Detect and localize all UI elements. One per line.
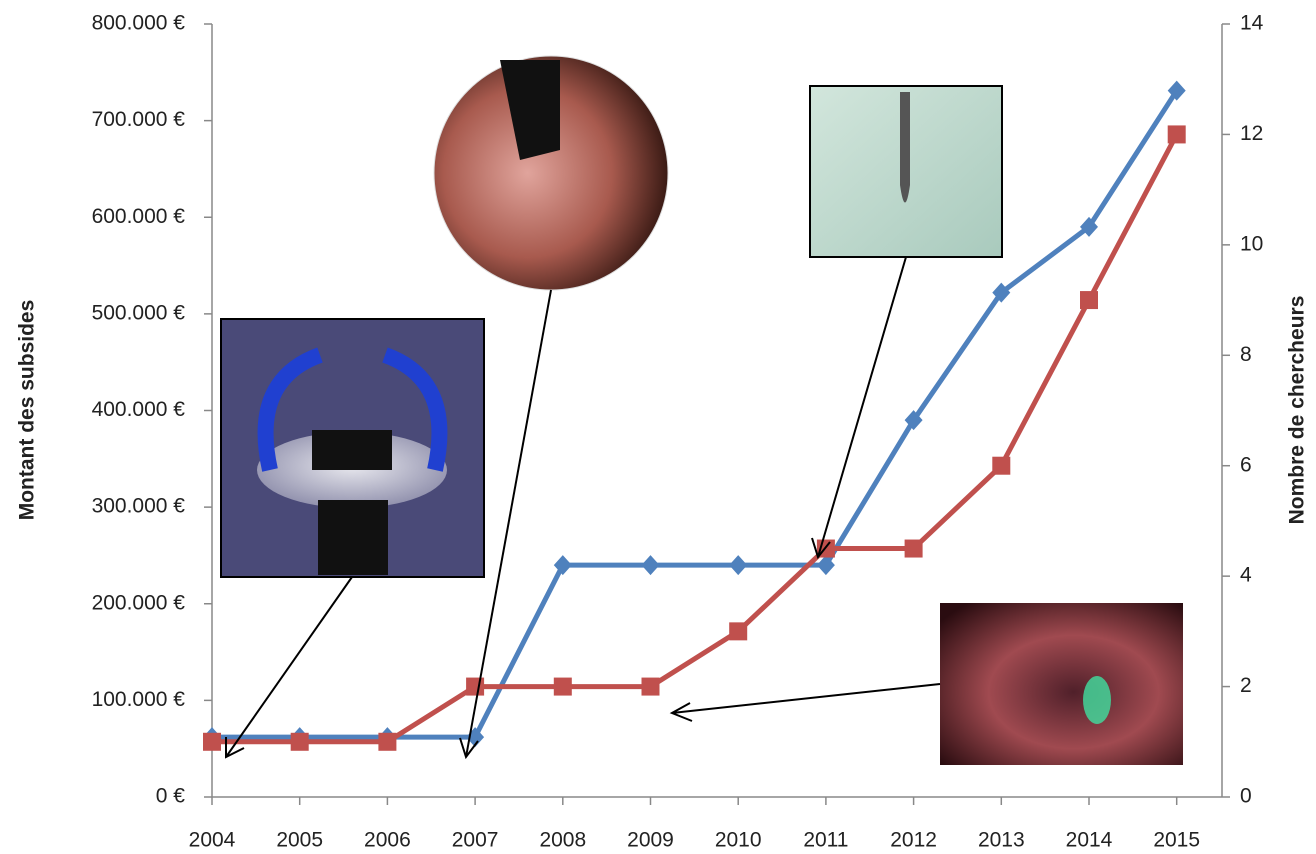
arrow	[225, 576, 353, 758]
device-top	[312, 430, 392, 470]
x-tick-label: 2008	[539, 829, 586, 852]
x-tick-label: 2004	[189, 829, 236, 852]
data-point	[992, 456, 1011, 475]
data-point	[729, 622, 748, 641]
x-tick-label: 2014	[1066, 829, 1113, 852]
y-tick-label: 200.000 €	[92, 591, 186, 614]
y2-axis-title: Nombre de chercheurs	[1286, 296, 1309, 525]
x-tick-label: 2012	[890, 829, 937, 852]
x-tick-label: 2015	[1153, 829, 1200, 852]
device-arms	[257, 347, 448, 472]
y-tick-label: 500.000 €	[92, 301, 186, 324]
series-line	[212, 133, 1179, 745]
y-axis-title: Montant des subsides	[16, 300, 39, 521]
data-point	[1080, 291, 1098, 310]
data-point	[816, 555, 835, 576]
y2-tick-label: 12	[1240, 122, 1263, 145]
data-point	[904, 410, 923, 431]
y-tick-label: 700.000 €	[92, 108, 186, 131]
data-point	[641, 677, 660, 696]
data-point	[290, 732, 309, 751]
y2-tick-label: 2	[1240, 674, 1252, 697]
data-point	[641, 555, 660, 576]
y-tick-label: 600.000 €	[92, 205, 186, 228]
x-tick-label: 2010	[715, 829, 762, 852]
arrow	[465, 289, 552, 758]
arrow-head	[669, 702, 693, 722]
arrow-head	[225, 737, 245, 759]
probe	[900, 92, 910, 203]
y2-tick-label: 6	[1240, 453, 1252, 476]
y2-tick-label: 0	[1240, 785, 1252, 808]
x-tick-label: 2011	[803, 829, 848, 852]
x-tick-label: 2005	[276, 829, 323, 852]
data-point	[553, 677, 572, 696]
y-tick-label: 800.000 €	[92, 12, 186, 35]
x-tick-label: 2013	[978, 829, 1025, 852]
arrow	[671, 683, 941, 714]
data-point	[729, 555, 748, 576]
y2-tick-label: 14	[1240, 12, 1264, 35]
endoscope	[500, 60, 560, 160]
y2-tick-label: 8	[1240, 343, 1252, 366]
marker-glow	[1083, 676, 1111, 724]
y2-tick-label: 4	[1240, 564, 1252, 587]
arrows	[225, 256, 941, 760]
y-tick-label: 0 €	[156, 785, 186, 808]
endoscopy-image	[940, 603, 1183, 765]
y-tick-label: 400.000 €	[92, 398, 186, 421]
data-point	[378, 732, 397, 751]
arrow-head	[459, 737, 479, 760]
data-point	[553, 555, 572, 576]
y-tick-label: 100.000 €	[92, 688, 186, 711]
device-base	[318, 500, 388, 575]
y-tick-label: 300.000 €	[92, 495, 186, 518]
data-point	[1167, 80, 1186, 101]
x-tick-label: 2006	[364, 829, 411, 852]
data-point	[203, 732, 221, 751]
arrow-head	[811, 537, 831, 560]
data-point	[992, 282, 1011, 303]
illustrations	[220, 55, 1183, 765]
x-tick-label: 2009	[627, 829, 674, 852]
data-point	[466, 677, 485, 696]
data-point	[1080, 216, 1098, 237]
x-tick-label: 2007	[452, 829, 499, 852]
y2-tick-label: 10	[1240, 232, 1263, 255]
series-line	[212, 89, 1179, 740]
data-point	[904, 539, 923, 558]
arrow	[817, 256, 907, 558]
data-point	[1167, 125, 1186, 144]
